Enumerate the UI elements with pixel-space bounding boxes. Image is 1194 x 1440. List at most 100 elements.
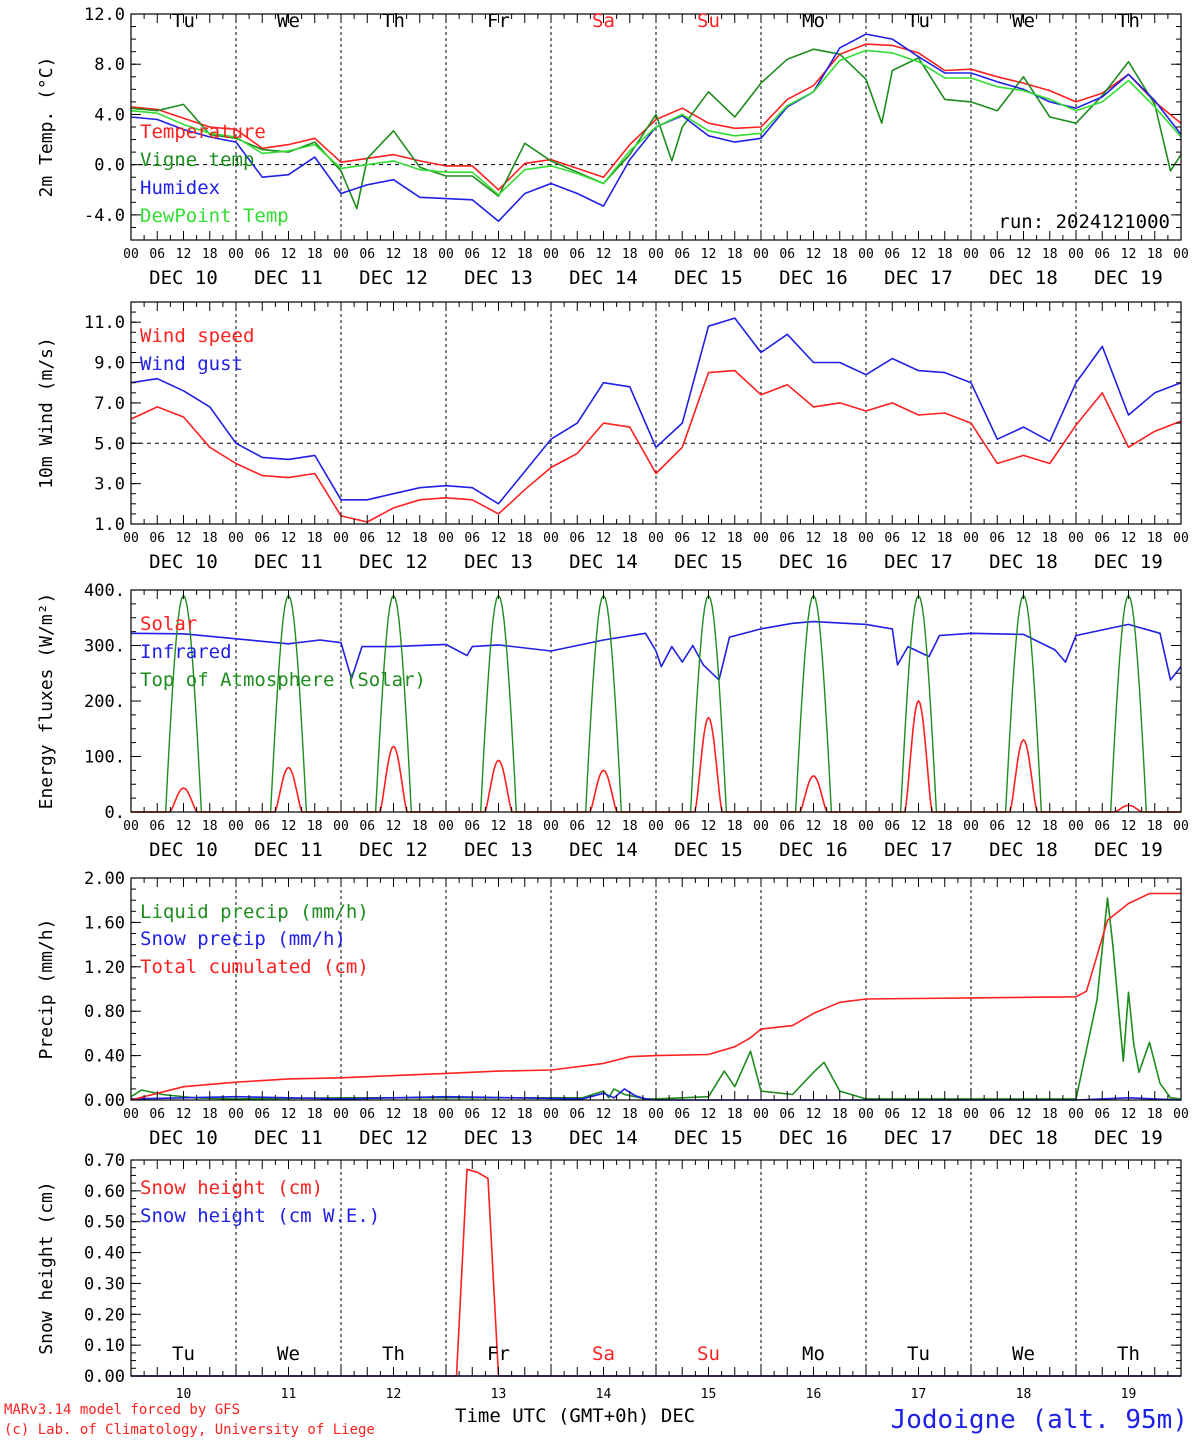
- day-number-label: 14: [596, 1387, 612, 1402]
- y-tick-label: 2.00: [84, 869, 125, 889]
- hour-tick-label: 00: [1068, 819, 1084, 834]
- hour-tick-label: 18: [1042, 531, 1058, 546]
- day-of-week-label: We: [1012, 1343, 1035, 1365]
- day-of-week-label: Sa: [592, 1343, 615, 1365]
- hour-tick-label: 12: [281, 819, 297, 834]
- hour-tick-label: 00: [438, 819, 454, 834]
- hour-tick-label: 06: [989, 1107, 1005, 1122]
- legend-entry: Humidex: [140, 177, 220, 199]
- hour-tick-label: 00: [1173, 1107, 1189, 1122]
- day-of-week-label: We: [277, 10, 300, 32]
- day-number-label: 13: [491, 1387, 507, 1402]
- y-tick-label: 0.0: [94, 156, 125, 176]
- hour-tick-label: 12: [701, 819, 717, 834]
- date-label: DEC 12: [359, 1127, 428, 1149]
- hour-tick-label: 00: [963, 1107, 979, 1122]
- y-tick-label: 400.: [84, 581, 125, 601]
- station-name: Jodoigne (alt. 95m): [891, 1405, 1188, 1435]
- legend-entry: Infrared: [140, 641, 232, 663]
- hour-tick-label: 06: [254, 819, 270, 834]
- hour-tick-label: 00: [858, 1107, 874, 1122]
- y-tick-label: 11.0: [84, 313, 125, 333]
- hour-tick-label: 06: [569, 531, 585, 546]
- y-tick-label: 8.0: [94, 55, 125, 75]
- y-tick-label: 0.20: [84, 1305, 125, 1325]
- day-number-label: 15: [701, 1387, 717, 1402]
- date-label: DEC 15: [674, 1127, 743, 1149]
- date-label: DEC 16: [779, 839, 848, 861]
- hour-tick-label: 00: [123, 1107, 139, 1122]
- hour-tick-label: 18: [622, 531, 638, 546]
- hour-tick-label: 06: [884, 1107, 900, 1122]
- hour-tick-label: 12: [1016, 531, 1032, 546]
- date-label: DEC 19: [1094, 1127, 1163, 1149]
- y-tick-label: -4.0: [84, 206, 125, 226]
- footer-model-credit: MARv3.14 model forced by GFS: [4, 1402, 240, 1418]
- date-label: DEC 10: [149, 267, 218, 289]
- hour-tick-label: 18: [1147, 247, 1163, 262]
- hour-tick-label: 12: [1016, 1107, 1032, 1122]
- y-tick-label: 0.: [105, 803, 125, 823]
- hour-tick-label: 12: [806, 531, 822, 546]
- day-of-week-label: Th: [1117, 1343, 1140, 1365]
- y-tick-label: 9.0: [94, 354, 125, 374]
- day-number-label: 17: [911, 1387, 927, 1402]
- y-axis-label: 2m Temp. (°C): [36, 57, 57, 198]
- hour-tick-label: 06: [359, 1107, 375, 1122]
- legend-entry: Vigne temp: [140, 149, 254, 171]
- hour-tick-label: 12: [491, 531, 507, 546]
- day-number-label: 19: [1121, 1387, 1137, 1402]
- hour-tick-label: 18: [622, 819, 638, 834]
- day-of-week-label: Mo: [802, 10, 825, 32]
- hour-tick-label: 00: [963, 531, 979, 546]
- hour-tick-label: 06: [149, 531, 165, 546]
- footer-lab-credit: (c) Lab. of Climatology, University of L…: [4, 1422, 375, 1438]
- hour-tick-label: 00: [438, 1107, 454, 1122]
- date-label: DEC 13: [464, 551, 533, 573]
- date-label: DEC 15: [674, 839, 743, 861]
- y-tick-label: 0.60: [84, 1182, 125, 1202]
- hour-tick-label: 06: [254, 247, 270, 262]
- hour-tick-label: 06: [149, 1107, 165, 1122]
- hour-tick-label: 00: [543, 247, 559, 262]
- hour-tick-label: 18: [727, 1107, 743, 1122]
- day-of-week-label: Tu: [172, 10, 195, 32]
- hour-tick-label: 18: [832, 531, 848, 546]
- hour-tick-label: 18: [937, 531, 953, 546]
- day-of-week-label: Tu: [907, 1343, 930, 1365]
- date-label: DEC 14: [569, 839, 638, 861]
- y-tick-label: 300.: [84, 637, 125, 657]
- hour-tick-label: 18: [517, 247, 533, 262]
- hour-tick-label: 00: [648, 819, 664, 834]
- hour-tick-label: 12: [1121, 1107, 1137, 1122]
- hour-tick-label: 12: [911, 819, 927, 834]
- hour-tick-label: 12: [281, 247, 297, 262]
- hour-tick-label: 12: [176, 247, 192, 262]
- hour-tick-label: 00: [858, 531, 874, 546]
- hour-tick-label: 18: [1147, 1107, 1163, 1122]
- date-label: DEC 11: [254, 1127, 323, 1149]
- hour-tick-label: 00: [228, 247, 244, 262]
- hour-tick-label: 12: [596, 819, 612, 834]
- day-of-week-label: Th: [1117, 10, 1140, 32]
- hour-tick-label: 12: [1016, 247, 1032, 262]
- hour-tick-label: 06: [779, 819, 795, 834]
- day-of-week-label: Tu: [907, 10, 930, 32]
- series-line: [130, 892, 1181, 1101]
- hour-tick-label: 06: [989, 247, 1005, 262]
- date-label: DEC 15: [674, 267, 743, 289]
- hour-tick-label: 06: [359, 247, 375, 262]
- date-label: DEC 10: [149, 551, 218, 573]
- hour-tick-label: 18: [937, 247, 953, 262]
- legend-entry: Temperature: [140, 121, 266, 143]
- hour-tick-label: 06: [359, 819, 375, 834]
- hour-tick-label: 06: [569, 247, 585, 262]
- legend-entry: DewPoint Temp: [140, 205, 289, 227]
- series-line: [130, 620, 1182, 681]
- date-label: DEC 15: [674, 551, 743, 573]
- hour-tick-label: 18: [202, 819, 218, 834]
- date-label: DEC 18: [989, 551, 1058, 573]
- hour-tick-label: 00: [963, 819, 979, 834]
- series-line: [130, 49, 1182, 196]
- day-number-label: 11: [281, 1387, 297, 1402]
